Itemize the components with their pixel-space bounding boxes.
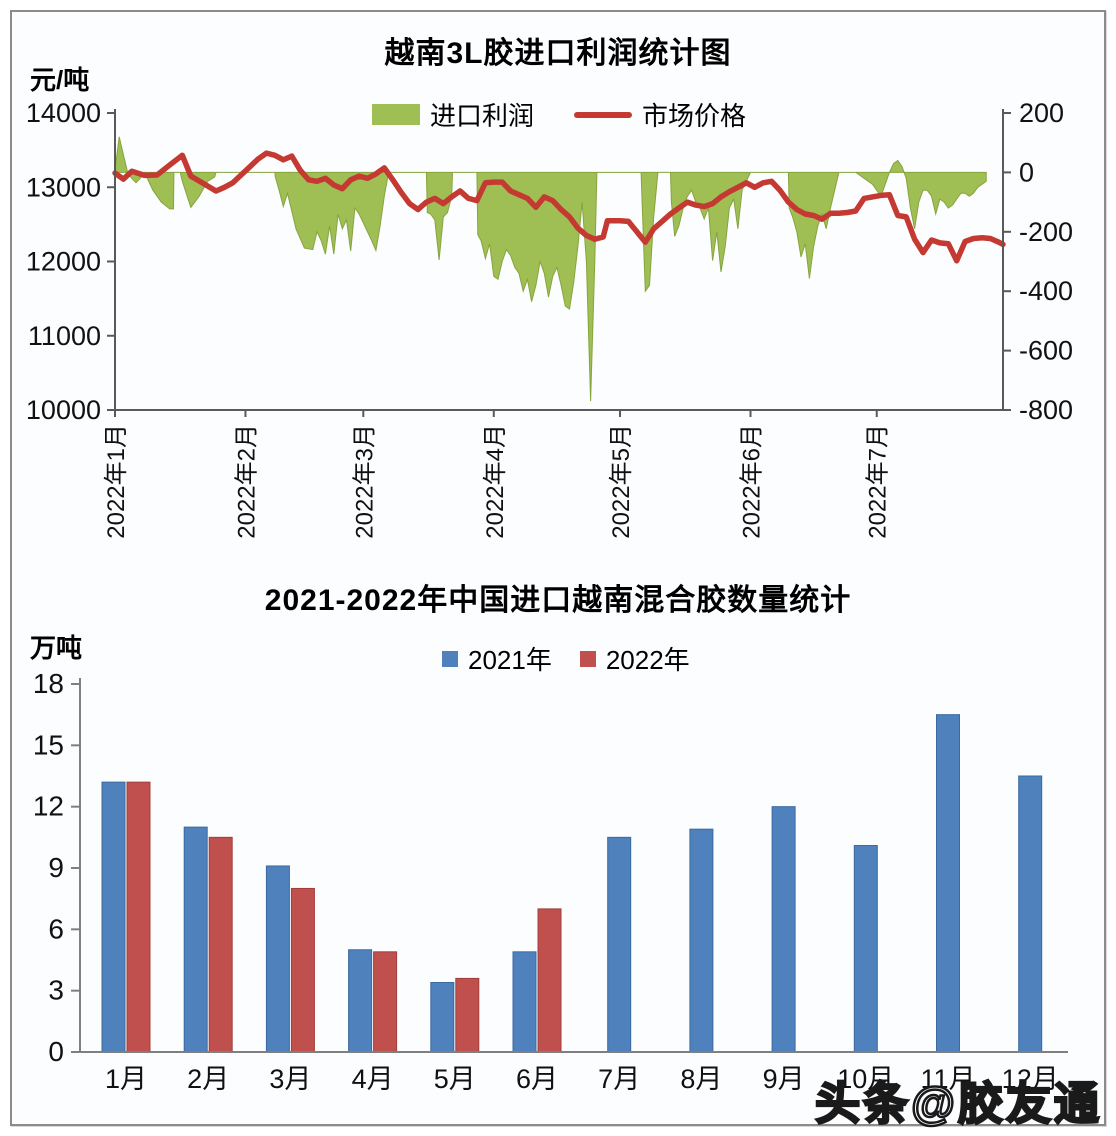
left-axis-tick-label: 12000 (26, 247, 101, 277)
bar-2021-4月 (348, 949, 373, 1053)
right-axis-tick-label: -400 (1019, 276, 1073, 306)
import-volume-bar-chart: 1月 2月 3月 4月 5月 6月 7月 8月 9月 10月 11月 12月 0 3 6 9 12 15 18 (33, 668, 1068, 1094)
top-chart-legend: 进口利润 市场价格 (372, 96, 746, 133)
market-price-swatch-icon (574, 111, 633, 118)
legend-item-import-profit: 进口利润 (372, 96, 534, 133)
x-axis-month-label: 2022年6月 (738, 424, 765, 539)
watermark: 头条@胶友通 (814, 1077, 1102, 1131)
import-profit-swatch-icon (372, 104, 420, 125)
bar-month-label: 1月 (105, 1064, 147, 1094)
bar-month-label: 9月 (763, 1064, 805, 1094)
bar-2022-3月 (290, 887, 315, 1053)
y-axis-tick-label: 3 (48, 975, 64, 1006)
y-axis-tick-label: 12 (33, 791, 64, 822)
bar-2021-10月 (853, 845, 878, 1053)
legend-item-2021: 2021年 (442, 640, 552, 677)
x-axis-month-label: 2022年3月 (351, 424, 378, 539)
top-chart-unit-label: 元/吨 (30, 65, 90, 95)
legend-item-market-price: 市场价格 (574, 96, 746, 133)
market-price-line (112, 150, 1006, 264)
legend-label-market-price: 市场价格 (642, 101, 747, 131)
bar-month-label: 4月 (352, 1064, 394, 1094)
legend-label-2021: 2021年 (468, 645, 552, 675)
x-axis-month-label: 2022年1月 (103, 424, 130, 539)
y-axis-tick-label: 18 (33, 668, 64, 699)
x-axis-month-label: 2022年7月 (865, 424, 892, 539)
bar-2021-11月 (936, 714, 960, 1053)
year-2022-swatch-icon (579, 650, 596, 667)
top-chart-title: 越南3L胶进口利润统计图 (384, 37, 732, 70)
bar-month-label: 3月 (269, 1064, 311, 1094)
bar-2021-3月 (265, 865, 290, 1053)
right-axis-tick-label: -200 (1019, 217, 1073, 247)
left-axis-tick-label: 14000 (26, 98, 101, 128)
right-axis-tick-label: 200 (1019, 98, 1064, 128)
bar-month-label: 8月 (680, 1064, 722, 1094)
bar-month-label: 10月 (837, 1064, 894, 1094)
legend-label-import-profit: 进口利润 (430, 101, 535, 131)
x-axis-month-label: 2022年2月 (233, 424, 260, 539)
bar-2021-6月 (512, 951, 537, 1053)
bar-2021-9月 (771, 806, 796, 1053)
bar-2022-5月 (455, 977, 480, 1053)
right-axis-tick-label: -800 (1019, 395, 1073, 425)
bar-month-label: 6月 (516, 1064, 558, 1094)
bar-month-label: 11月 (920, 1064, 975, 1094)
x-axis-month-label: 2022年4月 (482, 424, 509, 539)
bar-month-label: 12月 (1002, 1064, 1059, 1094)
y-axis-tick-label: 15 (33, 729, 64, 760)
bottom-chart-title: 2021-2022年中国进口越南混合胶数量统计 (264, 584, 852, 617)
bar-2022-4月 (373, 951, 398, 1053)
bar-2021-1月 (101, 781, 126, 1053)
bottom-chart-legend: 2021年 2022年 (442, 640, 690, 677)
legend-item-2022: 2022年 (579, 640, 690, 677)
right-axis-tick-label: -600 (1019, 336, 1073, 366)
bar-month-label: 7月 (598, 1064, 640, 1094)
bar-2022-2月 (208, 836, 233, 1053)
left-axis-tick-label: 10000 (26, 395, 101, 425)
left-axis-tick-label: 13000 (26, 172, 101, 202)
year-2021-swatch-icon (442, 650, 458, 667)
bar-2021-12月 (1018, 775, 1043, 1053)
y-axis-tick-label: 6 (48, 913, 64, 944)
bottom-chart-unit-label: 万吨 (30, 633, 83, 663)
legend-label-2022: 2022年 (605, 645, 690, 675)
bar-month-label: 2月 (187, 1064, 229, 1094)
right-axis-tick-label: 0 (1019, 157, 1034, 187)
bar-2022-1月 (126, 781, 151, 1053)
y-axis-tick-label: 0 (48, 1036, 64, 1067)
bar-2021-5月 (430, 981, 455, 1053)
bar-2021-2月 (183, 826, 208, 1053)
left-axis-tick-label: 11000 (28, 321, 101, 351)
bar-month-label: 5月 (434, 1064, 476, 1094)
import-profit-area (114, 136, 987, 402)
bar-2021-7月 (607, 836, 632, 1053)
bar-2021-8月 (689, 828, 714, 1053)
x-axis-month-label: 2022年5月 (608, 424, 635, 539)
bar-2022-6月 (537, 908, 562, 1053)
profit-price-chart: 14000 13000 12000 11000 10000 200 0 -200 -400 -60… (26, 98, 1073, 539)
y-axis-tick-label: 9 (48, 852, 64, 883)
